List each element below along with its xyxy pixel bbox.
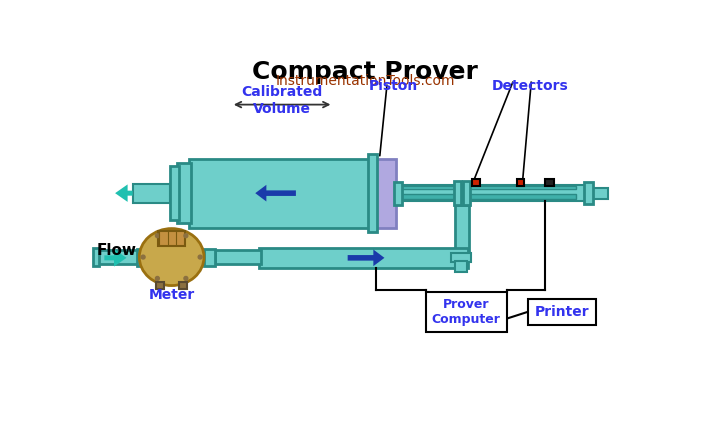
- Text: Prover
Computer: Prover Computer: [431, 298, 501, 326]
- Text: Detectors: Detectors: [491, 79, 568, 93]
- Text: Piston: Piston: [369, 79, 418, 93]
- Bar: [455, 261, 467, 272]
- Bar: [545, 179, 555, 186]
- Bar: [189, 158, 374, 228]
- Bar: [454, 181, 461, 205]
- Circle shape: [198, 255, 202, 259]
- Bar: [93, 248, 99, 266]
- Bar: [584, 182, 593, 204]
- Bar: [158, 231, 186, 246]
- Bar: [394, 181, 402, 205]
- Circle shape: [155, 276, 159, 280]
- Bar: [528, 299, 596, 325]
- Text: Compact Prover: Compact Prover: [252, 60, 478, 84]
- Bar: [472, 179, 480, 186]
- Bar: [426, 292, 506, 332]
- Bar: [451, 253, 471, 263]
- Bar: [368, 154, 377, 233]
- Circle shape: [184, 234, 188, 238]
- Bar: [374, 158, 396, 228]
- Bar: [170, 166, 179, 220]
- Bar: [396, 185, 591, 201]
- Text: Meter: Meter: [149, 288, 195, 302]
- Bar: [396, 186, 576, 188]
- Bar: [97, 250, 137, 264]
- Text: Calibrated
Volume: Calibrated Volume: [241, 85, 323, 115]
- Bar: [137, 248, 148, 266]
- Bar: [517, 179, 524, 186]
- Bar: [258, 248, 468, 268]
- Bar: [177, 163, 191, 223]
- Bar: [204, 248, 215, 266]
- Bar: [156, 282, 164, 290]
- Bar: [215, 250, 261, 264]
- Text: Printer: Printer: [535, 305, 590, 319]
- Bar: [455, 205, 468, 256]
- Bar: [179, 282, 187, 290]
- Bar: [396, 194, 576, 199]
- Text: InstrumentationTools.com: InstrumentationTools.com: [275, 74, 455, 88]
- Bar: [133, 184, 170, 203]
- Bar: [463, 181, 470, 205]
- Circle shape: [141, 255, 145, 259]
- Ellipse shape: [140, 229, 204, 286]
- Circle shape: [155, 234, 159, 238]
- Text: Flow: Flow: [97, 243, 137, 258]
- Circle shape: [184, 276, 188, 280]
- Bar: [591, 188, 608, 199]
